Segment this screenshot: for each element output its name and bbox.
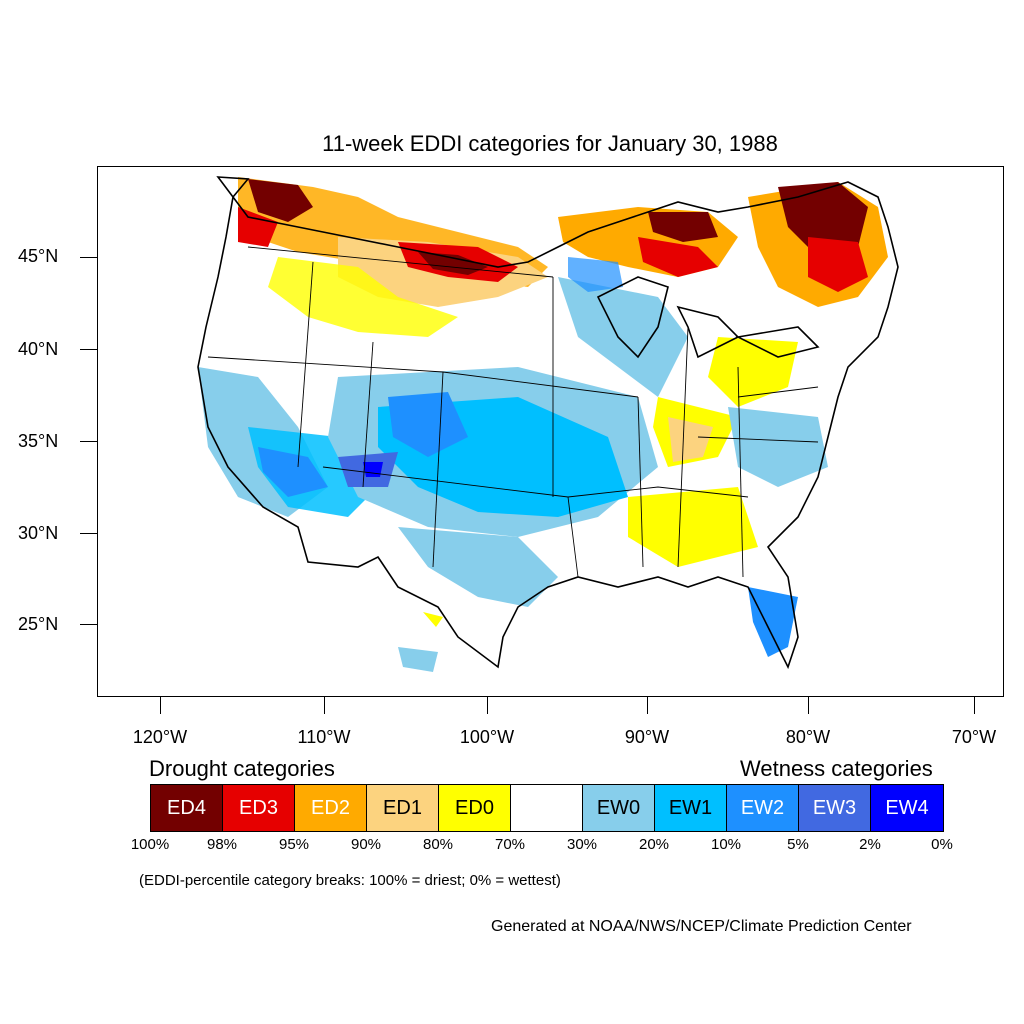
legend-break-label: 5% — [787, 836, 809, 853]
legend-break-label: 100% — [130, 836, 170, 853]
great-lakes — [596, 276, 820, 359]
legend-box-ed1: ED1 — [367, 785, 439, 831]
lon-tick — [647, 697, 648, 714]
state-lines — [207, 246, 819, 578]
legend-box-ew0: EW0 — [583, 785, 655, 831]
legend-break-label: 80% — [422, 836, 454, 853]
legend-break-label: 90% — [350, 836, 382, 853]
lon-label-90: 90°W — [624, 727, 670, 747]
lat-tick — [80, 533, 97, 534]
legend-box-ed4: ED4 — [151, 785, 223, 831]
legend-box-normal — [511, 785, 583, 831]
drought-region-ed4-ne — [778, 182, 868, 257]
lat-label-35: 35°N — [18, 431, 59, 451]
lat-label-45: 45°N — [18, 246, 59, 266]
legend-break-label: 98% — [206, 836, 238, 853]
lon-tick — [324, 697, 325, 714]
legend-box-ed3: ED3 — [223, 785, 295, 831]
legend-break-label: 30% — [566, 836, 598, 853]
eddi-map — [97, 166, 1004, 697]
drought-region-ed0-north — [268, 257, 458, 337]
lat-tick — [80, 441, 97, 442]
legend-box-ew2: EW2 — [727, 785, 799, 831]
drought-region-ed4-wa — [248, 179, 313, 222]
legend-break-label: 20% — [638, 836, 670, 853]
wet-region-ew4-az — [363, 462, 383, 477]
wet-region-ew2-co — [388, 392, 468, 457]
lat-tick — [80, 624, 97, 625]
lat-tick — [80, 257, 97, 258]
legend-break-label: 2% — [859, 836, 881, 853]
lon-tick — [808, 697, 809, 714]
legend-box-ed2: ED2 — [295, 785, 367, 831]
lat-tick — [80, 349, 97, 350]
wetness-heading: Wetness categories — [740, 756, 933, 781]
lon-label-100: 100°W — [459, 727, 515, 747]
map-title: 11-week EDDI categories for January 30, … — [322, 131, 778, 156]
us-outline — [197, 176, 899, 670]
credit-line: Generated at NOAA/NWS/NCEP/Climate Predi… — [491, 918, 912, 935]
drought-region-ed0-sw-tx — [423, 612, 443, 627]
drought-region-ed0-gulf — [628, 487, 758, 567]
lon-label-80: 80°W — [785, 727, 831, 747]
legend-colorbar: ED4 ED3 ED2 ED1 ED0 EW0 EW1 EW2 EW3 EW4 — [150, 784, 944, 832]
legend-box-ew1: EW1 — [655, 785, 727, 831]
lon-tick — [487, 697, 488, 714]
legend-note: (EDDI-percentile category breaks: 100% =… — [139, 872, 561, 889]
wet-region-ew2-sw — [258, 447, 328, 497]
us-map-svg — [197, 176, 899, 672]
lat-label-25: 25°N — [18, 614, 59, 634]
drought-region-ed3-mn — [638, 237, 718, 277]
legend-box-ew4: EW4 — [871, 785, 943, 831]
wet-region-ew0-midwest — [558, 277, 688, 397]
lon-tick — [974, 697, 975, 714]
legend-break-label: 95% — [278, 836, 310, 853]
wet-region-ew2-fl — [748, 587, 798, 657]
legend-box-ew3: EW3 — [799, 785, 871, 831]
drought-region-ed1-ky — [668, 417, 713, 462]
drought-region-ed0-ohio — [708, 337, 798, 407]
wet-region-ew0-tx — [398, 527, 558, 607]
lon-label-70: 70°W — [951, 727, 997, 747]
legend-box-ed0: ED0 — [439, 785, 511, 831]
drought-heading: Drought categories — [149, 756, 335, 781]
category-fill-layer — [198, 177, 888, 672]
drought-region-ed4-mn — [648, 212, 718, 242]
legend-break-label: 70% — [494, 836, 526, 853]
boundary-layer — [197, 176, 899, 670]
legend-break-label: 0% — [931, 836, 953, 853]
drought-region-ed3-ne — [808, 237, 868, 292]
legend-break-label: 10% — [710, 836, 742, 853]
lon-tick — [160, 697, 161, 714]
lat-label-30: 30°N — [18, 523, 59, 543]
wet-region-ew1-wi — [568, 257, 623, 292]
wet-region-ew0-southeast — [728, 407, 828, 487]
wet-region-ew0-mexico — [398, 647, 438, 672]
lat-label-40: 40°N — [18, 339, 59, 359]
lon-label-120: 120°W — [132, 727, 188, 747]
lon-label-110: 110°W — [297, 727, 351, 747]
